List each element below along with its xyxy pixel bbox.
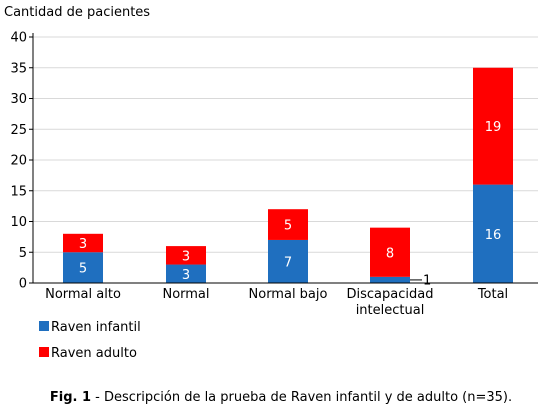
x-category-label: intelectual: [356, 303, 425, 318]
x-category-label: Total: [477, 287, 508, 302]
data-label-raven-infantil: 7: [284, 255, 292, 270]
bars: 5 3 3 3 7 5 1 8 16 19: [63, 67, 513, 288]
data-label-raven-infantil: 3: [182, 268, 190, 283]
data-label-raven-infantil: 5: [79, 262, 87, 277]
x-category-label: Discapacidad: [347, 287, 434, 302]
bar-segment-raven-infantil: [370, 276, 410, 283]
y-tick-label: 10: [10, 215, 27, 230]
y-tick-label: 30: [10, 92, 27, 107]
data-label-raven-adulto: 3: [182, 249, 190, 264]
caption-label: Fig. 1: [50, 390, 91, 405]
data-label-raven-adulto: 3: [79, 237, 87, 252]
legend: Raven infantil Raven adulto: [39, 320, 141, 361]
bar-segment-raven-adulto: [166, 246, 206, 265]
legend-swatch: [39, 347, 49, 357]
bar-segment-raven-adulto: [370, 227, 410, 277]
bar-segment-raven-infantil: [268, 239, 308, 283]
caption-text: - Descripción de la prueba de Raven infa…: [91, 390, 512, 405]
gridlines: [33, 36, 538, 253]
y-axis-ticks: 0 5 10 15 20 25 30 35 40: [10, 31, 33, 292]
bar-segment-raven-adulto: [473, 67, 513, 185]
x-category-label: Normal: [162, 287, 209, 302]
figure-caption: Fig. 1 - Descripción de la prueba de Rav…: [50, 390, 512, 405]
legend-swatch: [39, 321, 49, 331]
bar-segment-raven-adulto: [268, 209, 308, 240]
axes: [32, 33, 538, 284]
bar-segment-raven-infantil: [63, 252, 103, 283]
y-tick-label: 25: [10, 123, 27, 138]
y-tick-label: 40: [10, 31, 27, 46]
data-label-raven-infantil: 16: [485, 228, 502, 243]
y-tick-label: 15: [10, 184, 27, 199]
bar-segment-raven-infantil: [473, 184, 513, 283]
data-label-raven-adulto: 19: [485, 120, 502, 135]
y-tick-label: 20: [10, 154, 27, 169]
y-tick-label: 35: [10, 61, 27, 76]
y-axis-title: Cantidad de pacientes: [4, 5, 150, 20]
bar-segment-raven-adulto: [63, 233, 103, 253]
bar-segment-raven-infantil: [166, 264, 206, 283]
legend-label: Raven infantil: [51, 320, 141, 335]
y-tick-label: 5: [19, 246, 27, 261]
x-category-label: Normal bajo: [249, 287, 328, 302]
data-label-raven-adulto: 5: [284, 219, 292, 234]
data-label-raven-infantil: 1: [423, 273, 431, 288]
category-labels: Normal alto Normal Normal bajo Discapacidad…: [45, 287, 508, 318]
x-category-label: Normal alto: [45, 287, 121, 302]
y-tick-label: 0: [19, 277, 27, 292]
legend-label: Raven adulto: [51, 346, 137, 361]
data-label-raven-adulto: 8: [386, 246, 394, 261]
